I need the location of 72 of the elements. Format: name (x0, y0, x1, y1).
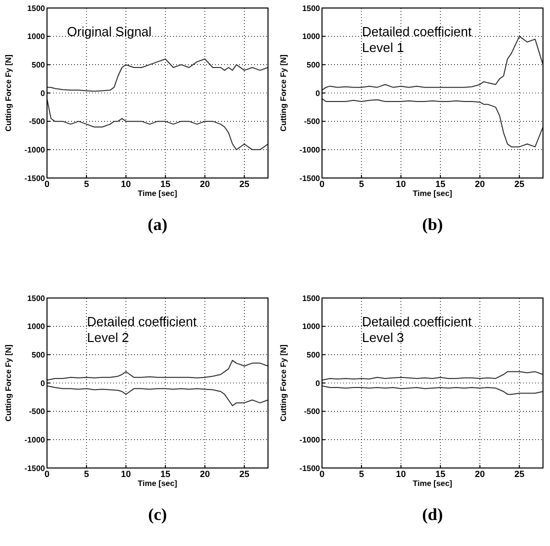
y-tick-label: 1000 (302, 322, 321, 332)
line-series (46, 360, 268, 381)
y-tick-label: 1500 (302, 294, 321, 303)
line-series (46, 385, 268, 406)
x-tick-label: 25 (514, 469, 524, 479)
x-tick-label: 20 (474, 469, 485, 479)
x-tick-label: 5 (358, 179, 364, 189)
y-tick-label: -1500 (300, 464, 321, 473)
y-tick-label: -500 (304, 117, 321, 126)
text: Detailed coefficient Level 1 (362, 24, 472, 55)
y-tick-label: -1500 (24, 464, 46, 473)
x-tick-label: 5 (84, 179, 89, 189)
y-tick-label: -1000 (24, 145, 46, 154)
x-tick-label: 15 (160, 469, 170, 479)
text: Detailed coefficient Level 2 (87, 314, 197, 345)
text: (b) (422, 215, 443, 234)
x-tick-label: 25 (239, 469, 250, 479)
y-tick-label: -500 (28, 117, 46, 126)
y-tick-label: 1500 (302, 4, 321, 13)
x-tick-label: 20 (200, 179, 210, 189)
x-axis-title: Time [sec] (412, 479, 453, 488)
y-axis-title: Cutting Force Fy [N] (4, 344, 13, 422)
text: Detailed coefficient Level 3 (362, 314, 472, 345)
y-tick-label: 1500 (27, 294, 46, 303)
text: (c) (148, 505, 167, 524)
y-tick-label: -1500 (300, 174, 321, 183)
x-tick-label: 10 (396, 179, 406, 189)
line-series (322, 98, 544, 148)
y-tick-label: -1000 (300, 145, 321, 154)
y-tick-label: -1500 (24, 174, 46, 183)
y-axis-title: Cutting Force Fy [N] (279, 54, 288, 132)
x-tick-label: 5 (358, 469, 364, 479)
line-series (322, 371, 544, 381)
x-tick-label: 15 (435, 179, 446, 189)
x-tick-label: 20 (200, 469, 210, 479)
x-tick-label: 10 (396, 469, 406, 479)
x-axis-title: Time [sec] (138, 189, 178, 198)
line-series (322, 36, 544, 91)
y-tick-label: 500 (32, 60, 46, 70)
x-tick-label: 25 (514, 179, 524, 189)
x-axis-title: Time [sec] (138, 479, 178, 488)
line-series (46, 58, 268, 92)
y-axis-title: Cutting Force Fy [N] (279, 344, 288, 422)
x-tick-label: 10 (120, 469, 131, 479)
text: (d) (422, 505, 443, 524)
x-tick-label: 15 (160, 179, 170, 189)
y-tick-label: 0 (316, 378, 321, 388)
y-tick-label: 0 (40, 378, 46, 388)
y-tick-label: -1000 (300, 435, 321, 444)
y-tick-label: -500 (304, 407, 321, 416)
y-axis-title: Cutting Force Fy [N] (4, 54, 13, 132)
x-tick-label: 10 (120, 179, 131, 189)
y-tick-label: 0 (40, 88, 46, 98)
x-tick-label: 25 (239, 179, 250, 189)
x-tick-label: 15 (435, 469, 446, 479)
x-axis-title: Time [sec] (412, 189, 453, 198)
y-tick-label: 1000 (27, 32, 46, 42)
text: Original Signal (67, 24, 152, 39)
line-series (46, 98, 268, 150)
y-tick-label: 1500 (27, 4, 46, 13)
y-tick-label: 500 (306, 350, 321, 360)
x-tick-label: 5 (84, 469, 89, 479)
y-tick-label: 1000 (27, 322, 46, 332)
y-tick-label: -1000 (24, 435, 46, 444)
y-tick-label: 500 (306, 60, 321, 70)
line-series (322, 385, 544, 395)
y-tick-label: 1000 (302, 32, 321, 42)
y-tick-label: 0 (316, 88, 321, 98)
y-tick-label: -500 (28, 407, 46, 416)
text: (a) (148, 215, 168, 234)
x-tick-label: 20 (474, 179, 485, 189)
y-tick-label: 500 (32, 350, 46, 360)
